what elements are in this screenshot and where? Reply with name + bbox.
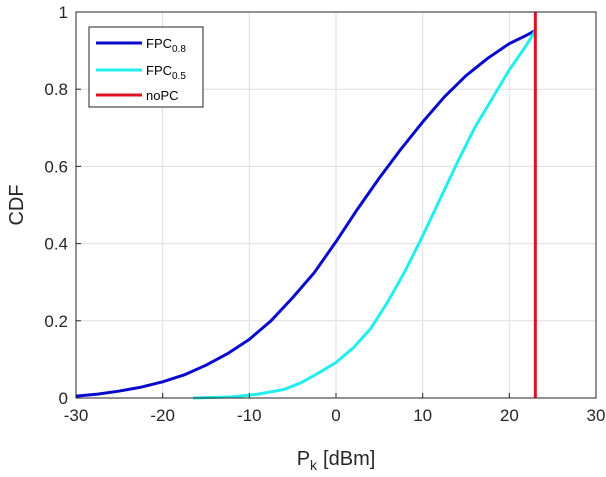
legend-label-nopc: noPC [146,88,179,103]
series-line-1 [192,29,537,400]
x-axis-label-unit: [dBm] [323,448,375,470]
y-tick-label: 0 [59,389,68,408]
x-tick-label: -30 [64,406,89,425]
x-axis-label-main: P [297,448,310,470]
y-axis-label: CDF [6,184,28,225]
y-tick-label: 0.6 [44,157,68,176]
legend-label-fpc08: FPC0.8 [146,36,186,55]
legend-label-fpc05: FPC0.5 [146,63,186,82]
x-axis-label: Pk [dBm] [297,448,376,473]
axis-ticks: -30 -20 -10 0 10 20 30 0 0.2 0.4 0.6 0.8 1 [44,3,605,425]
x-axis-label-sub: k [310,457,318,473]
x-tick-label: 30 [587,406,606,425]
x-tick-label: -20 [150,406,175,425]
y-tick-label: 0.2 [44,312,68,331]
y-tick-label: 1 [59,3,68,22]
y-tick-label: 0.8 [44,80,68,99]
x-tick-label: -10 [237,406,262,425]
series-line-0 [75,29,537,398]
series-lines [75,12,537,400]
x-tick-label: 0 [331,406,340,425]
y-tick-label: 0.4 [44,235,68,254]
x-tick-label: 20 [500,406,519,425]
legend: FPC0.8 FPC0.5 noPC [88,26,204,108]
x-tick-label: 10 [413,406,432,425]
